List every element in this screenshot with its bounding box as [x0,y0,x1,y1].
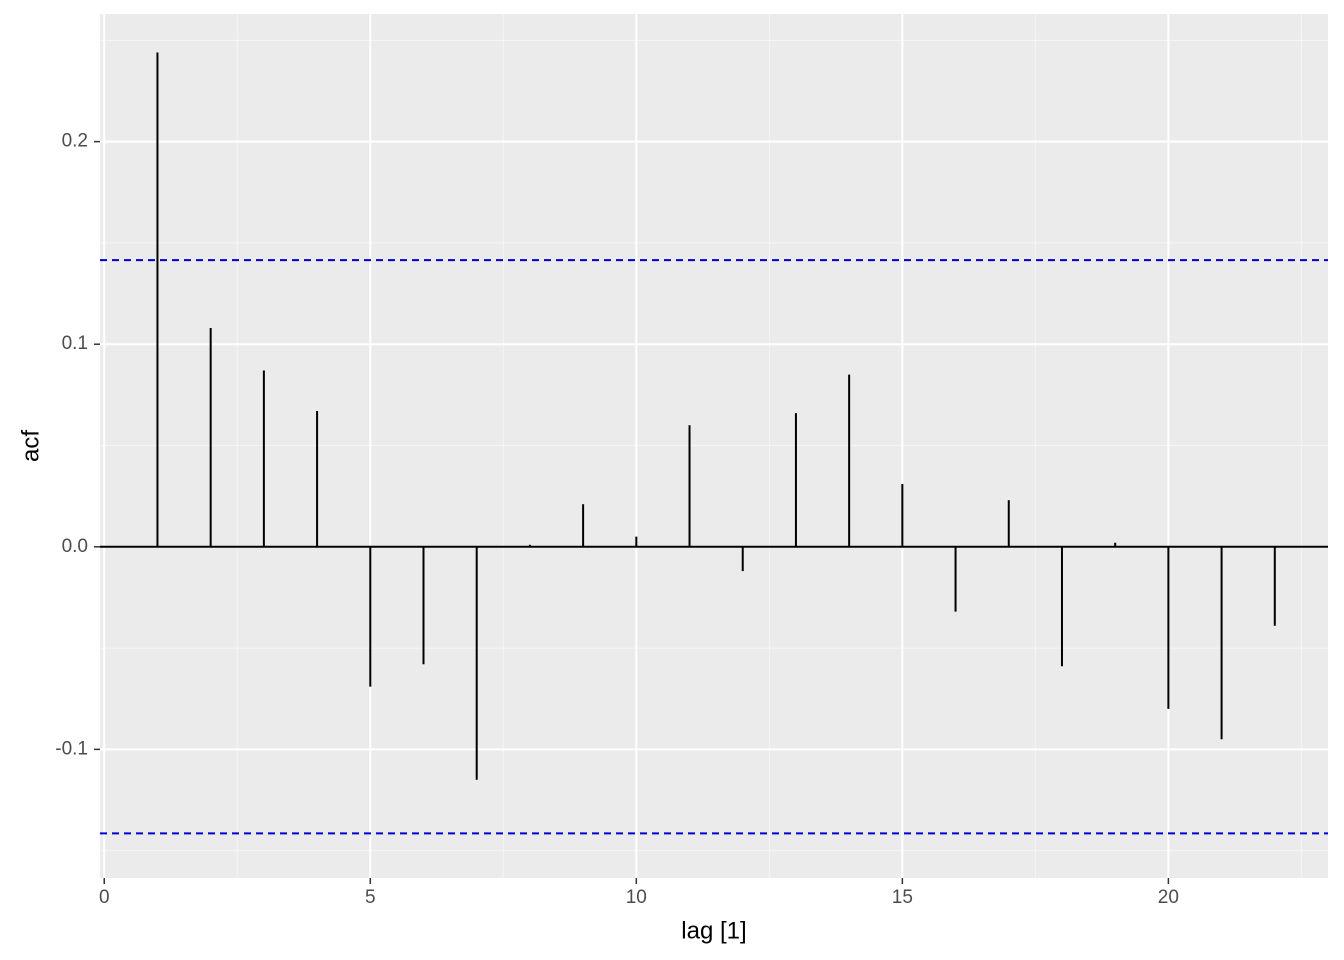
x-tick-label: 10 [626,887,647,908]
x-tick-label: 0 [99,887,110,908]
y-tick-label: 0.0 [62,536,88,557]
x-tick-label: 20 [1158,887,1179,908]
y-tick-label: 0.1 [62,333,88,354]
marks [100,52,1328,835]
x-tick-label: 15 [892,887,913,908]
y-tick-label: 0.2 [62,131,88,152]
panel [100,14,1328,878]
grid [100,14,1328,878]
y-tick-label: -0.1 [55,738,88,759]
y-axis-title: acf [17,430,44,462]
x-axis-title: lag [1] [681,917,746,944]
x-tick-label: 5 [365,887,376,908]
